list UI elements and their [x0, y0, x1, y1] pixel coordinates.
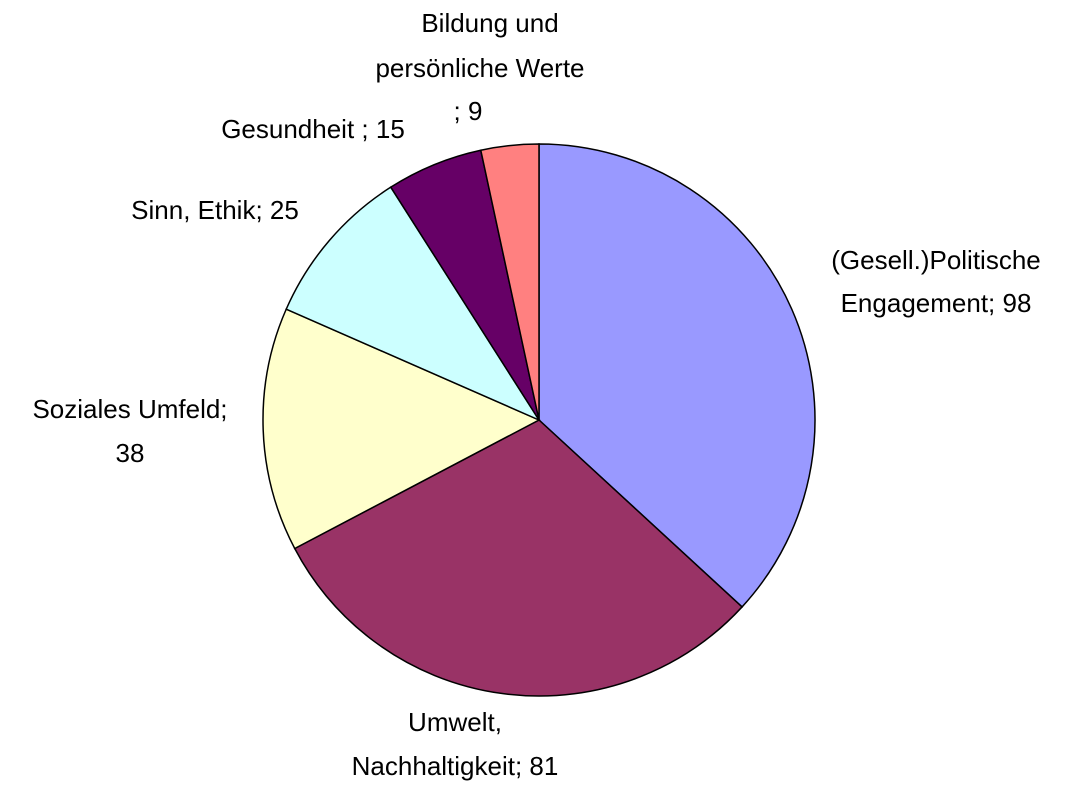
- pie-slice: [538, 143, 816, 608]
- data-label: Engagement; 98: [841, 288, 1032, 318]
- data-label: (Gesell.)Politische: [831, 245, 1041, 275]
- data-label: Umwelt,: [408, 707, 502, 737]
- data-label: ; 9: [454, 96, 483, 126]
- data-label: 38: [116, 438, 145, 468]
- data-label: Bildung und: [421, 8, 558, 38]
- data-label: Nachhaltigkeit; 81: [352, 751, 559, 781]
- data-label: Soziales Umfeld;: [32, 394, 227, 424]
- pie-slice: [262, 308, 541, 550]
- pie-slice: [479, 143, 540, 421]
- data-label: persönliche Werte: [375, 53, 584, 83]
- data-label: Sinn, Ethik; 25: [131, 195, 299, 225]
- data-label: Gesundheit ; 15: [221, 114, 405, 144]
- pie-slice: [293, 419, 744, 697]
- pie-slice: [285, 186, 541, 422]
